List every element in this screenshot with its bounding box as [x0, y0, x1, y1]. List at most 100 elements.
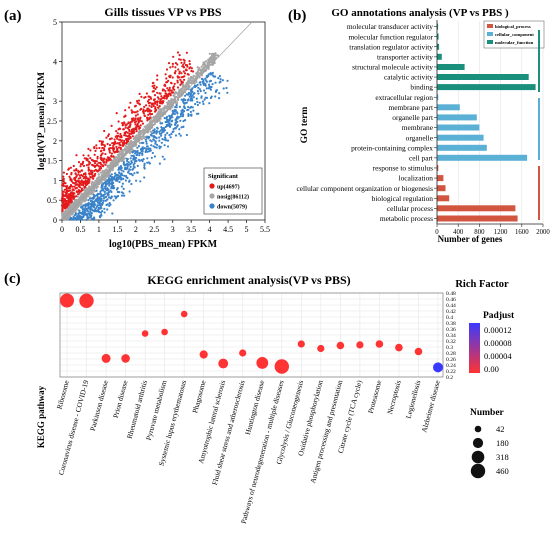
up-point — [77, 185, 80, 188]
down-point — [192, 109, 195, 112]
panel-c-label: (c) — [4, 271, 21, 287]
down-point — [122, 187, 125, 190]
up-point — [76, 191, 79, 194]
down-point — [122, 161, 126, 164]
down-point — [123, 194, 126, 197]
down-point — [113, 186, 116, 190]
down-point — [209, 73, 212, 76]
nosig-point — [182, 85, 185, 88]
down-point — [161, 138, 164, 141]
x-tick-label: 0.5 — [75, 225, 85, 234]
number-legend-marker — [472, 437, 484, 449]
down-point — [144, 138, 147, 141]
pathway-bubble — [199, 350, 208, 359]
down-point — [211, 74, 215, 77]
nosig-point — [187, 79, 190, 82]
x-tick-label: 0 — [60, 225, 64, 234]
down-point — [178, 105, 181, 108]
down-point — [85, 218, 88, 221]
down-point — [139, 148, 142, 151]
down-point — [168, 114, 171, 118]
down-point — [123, 174, 126, 177]
nosig-point — [142, 135, 145, 138]
down-point — [199, 90, 202, 93]
down-point — [120, 169, 123, 172]
up-point — [164, 73, 167, 76]
down-point — [191, 90, 194, 93]
up-point — [141, 122, 145, 125]
up-point — [134, 111, 137, 114]
up-point — [152, 104, 155, 108]
nosig-point — [201, 68, 204, 71]
nosig-point — [159, 109, 162, 112]
up-point — [82, 154, 85, 157]
y-tick-label: 0.34 — [446, 333, 456, 339]
up-point — [168, 92, 171, 95]
down-point — [225, 86, 228, 90]
down-point — [106, 208, 109, 211]
down-point — [179, 134, 182, 137]
up-point — [88, 161, 91, 164]
nosig-point — [135, 138, 138, 141]
up-point — [140, 120, 143, 123]
nosig-point — [158, 115, 161, 118]
up-point — [156, 78, 159, 81]
padjust-tick-3: 0.00004 — [484, 351, 512, 361]
category-label: localization — [399, 174, 434, 183]
up-point — [176, 79, 179, 82]
down-point — [80, 216, 83, 219]
down-point — [155, 137, 158, 140]
up-point — [81, 162, 84, 165]
category-label: cellular component organization or bioge… — [296, 184, 433, 193]
nosig-point — [208, 59, 211, 62]
up-point — [129, 123, 132, 126]
up-point — [65, 199, 68, 202]
up-point — [88, 173, 91, 176]
down-point — [185, 133, 188, 137]
down-point — [109, 179, 112, 182]
down-point — [180, 126, 183, 129]
nosig-point — [203, 61, 206, 64]
nosig-point — [111, 167, 114, 170]
down-point — [145, 149, 148, 152]
down-point — [136, 164, 139, 167]
up-point — [154, 107, 157, 110]
down-point — [129, 162, 132, 165]
go-bar — [437, 144, 487, 151]
nosig-point — [168, 99, 171, 103]
down-point — [92, 218, 95, 221]
pathway-bubble — [161, 328, 168, 336]
nosig-point — [74, 210, 77, 213]
up-point — [69, 166, 72, 169]
pathway-label: Huntington disease — [243, 379, 266, 436]
nosig-point — [99, 171, 102, 174]
nosig-point — [109, 162, 112, 165]
go-bar — [437, 94, 439, 101]
nosig-point — [103, 170, 106, 173]
nosig-point — [96, 185, 99, 188]
legend-nosig-label: nosig(86112) — [217, 194, 249, 201]
down-point — [169, 136, 172, 139]
down-point — [204, 91, 207, 95]
up-point — [75, 154, 78, 157]
up-point — [80, 179, 83, 182]
up-point — [146, 100, 149, 103]
down-point — [165, 117, 168, 120]
down-point — [113, 195, 116, 198]
nosig-point — [76, 195, 79, 198]
down-point — [94, 203, 97, 206]
down-point — [93, 200, 96, 203]
down-point — [104, 184, 107, 188]
up-point — [140, 95, 143, 98]
up-point — [126, 139, 129, 142]
down-point — [124, 163, 127, 166]
up-point — [69, 196, 73, 199]
down-point — [201, 100, 204, 103]
down-point — [201, 80, 204, 83]
nosig-point — [82, 193, 85, 196]
up-point — [62, 184, 65, 188]
down-point — [219, 80, 222, 83]
up-point — [176, 81, 179, 84]
up-point — [68, 195, 71, 198]
panel-c-ylabel: Rich Factor — [455, 279, 509, 290]
